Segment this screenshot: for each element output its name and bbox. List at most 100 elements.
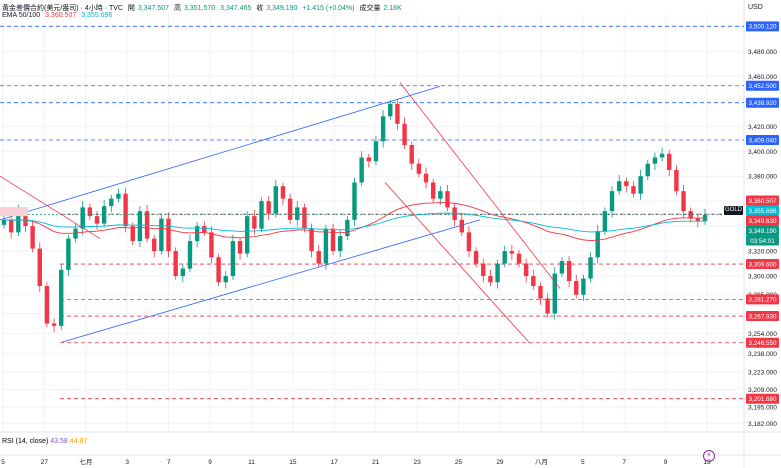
candle-body <box>388 103 393 117</box>
time-tick-label: 17 <box>331 459 339 466</box>
candle-body <box>66 238 71 270</box>
candle-body <box>416 163 422 174</box>
candle-body <box>59 269 64 326</box>
candle-body <box>430 182 436 199</box>
price-label-tag: 3,309.600 <box>746 259 779 270</box>
price-label-text: 3,500.120 <box>748 24 777 31</box>
candle-body <box>581 278 586 295</box>
symbol-title: 黃金差價合約(美元/盎司) · 4小時 · TVC <box>2 5 123 12</box>
candle-body <box>559 261 565 274</box>
price-label-text: 3,409.040 <box>748 137 777 144</box>
ema50-value: 3,360.507 <box>45 12 77 19</box>
volume-label: 成交量 <box>359 5 381 12</box>
candle-body <box>94 216 100 224</box>
candle-body <box>209 232 214 258</box>
candle-body <box>674 169 679 192</box>
price-tick-label: 3,195.000 <box>748 405 777 412</box>
candle-body <box>616 181 622 192</box>
price-tick-label: 3,320.000 <box>748 249 777 256</box>
time-tick-label: 七月 <box>79 457 92 466</box>
candle-body <box>37 248 42 287</box>
time-tick-label: 7 <box>167 459 171 466</box>
candle-body <box>502 251 507 264</box>
time-tick-label: 7 <box>622 459 626 466</box>
price-tick-label: 3,380.000 <box>748 174 777 181</box>
candle-body <box>266 201 271 214</box>
change-value: +1.415 (+0.04%) <box>302 5 355 12</box>
price-zone-highlight <box>0 207 28 217</box>
time-tick-label: 29 <box>496 459 504 466</box>
open-label: 開 <box>127 5 135 12</box>
price-tick-label: 3,480.000 <box>748 49 777 56</box>
time-tick-label: 11 <box>248 459 255 466</box>
candle-body <box>337 236 343 252</box>
candle-body <box>116 193 121 199</box>
volume-value: 2.18K <box>383 5 402 12</box>
candle-body <box>352 182 357 220</box>
price-label-tag: 3,349.630 <box>746 215 779 226</box>
candle-body <box>445 191 450 208</box>
price-tick-label: 3,182.000 <box>748 421 777 428</box>
candle-body <box>87 207 93 217</box>
candle-body <box>681 191 686 212</box>
candle-body <box>459 219 464 233</box>
candle-body <box>194 226 200 242</box>
candle-body <box>159 218 164 252</box>
candle-body <box>137 211 143 242</box>
candle-body <box>302 207 307 229</box>
candle-body <box>23 211 28 227</box>
candle-body <box>566 261 572 282</box>
price-label-tag: 3,438.920 <box>746 97 779 108</box>
candle-body <box>16 211 21 233</box>
candle-body <box>509 251 515 254</box>
candle-body <box>466 232 472 252</box>
candle-body <box>531 276 536 287</box>
candle-body <box>516 253 522 264</box>
early-trendline <box>0 175 101 239</box>
candle-body <box>273 186 279 214</box>
candle-body <box>659 153 665 158</box>
price-label-text: 3,246.550 <box>748 340 777 347</box>
price-tick-label: 3,400.000 <box>748 149 777 156</box>
candle-body <box>488 276 493 283</box>
rsi-value-1: 43.58 <box>50 438 68 445</box>
gold-symbol-tag: GOLD <box>724 206 743 215</box>
candle-body <box>373 141 379 162</box>
time-tick-label: 9 <box>664 459 668 466</box>
time-tick-label: 21 <box>372 459 380 466</box>
candle-body <box>237 241 243 254</box>
candle-body <box>8 219 14 233</box>
price-label-text: 3,349.190 <box>748 228 777 235</box>
ema100-line <box>3 212 706 233</box>
candle-body <box>359 157 364 183</box>
price-label-text: 3,349.630 <box>748 218 777 225</box>
high-value: 3,351.570 <box>184 5 216 12</box>
rsi-value-2: 44.87 <box>69 438 88 445</box>
candle-body <box>402 123 407 146</box>
candle-body <box>638 176 643 194</box>
candle-body <box>287 198 293 220</box>
candle-body <box>330 228 336 252</box>
candle-body <box>523 263 529 277</box>
candle-body <box>574 281 579 295</box>
time-tick-label: 23 <box>414 459 422 466</box>
currency-label: USD <box>748 4 763 11</box>
candle-body <box>123 193 128 227</box>
candle-body <box>173 251 178 277</box>
channel-lower-line <box>61 219 481 343</box>
candle-body <box>609 191 615 212</box>
candle-body <box>652 157 658 164</box>
price-label-text: 3,438.920 <box>748 100 777 107</box>
candle-body <box>202 226 207 233</box>
candle-body <box>395 103 400 124</box>
lightning-icon[interactable]: ⚡ <box>703 450 715 462</box>
low-value: 3,347.465 <box>220 5 252 12</box>
high-label: 高 <box>174 5 182 12</box>
price-label-text: 3,355.696 <box>748 208 777 215</box>
candle-body <box>180 268 186 277</box>
candle-body <box>409 145 414 164</box>
time-tick-label: 27 <box>41 459 49 466</box>
candle-body <box>552 273 557 314</box>
